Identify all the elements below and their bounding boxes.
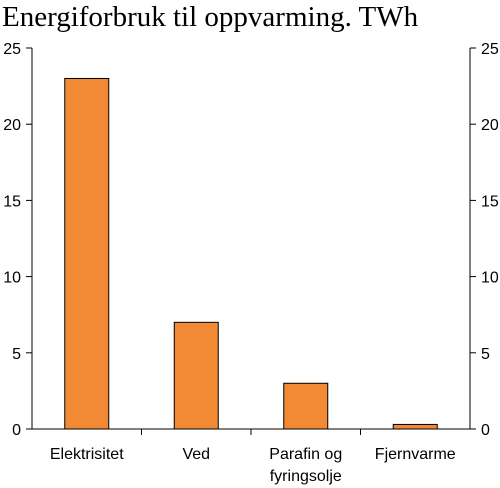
category-label: Elektrisitet bbox=[50, 446, 124, 463]
bar bbox=[283, 382, 329, 430]
bar bbox=[64, 77, 110, 430]
y-tick-label-right: 20 bbox=[481, 117, 499, 134]
y-tick-label-right: 0 bbox=[481, 422, 490, 439]
bar bbox=[392, 423, 438, 430]
right-axis-ticks: 0 5 10 15 20 25 bbox=[470, 41, 499, 439]
category-label: Fjernvarme bbox=[375, 446, 456, 463]
y-tick-label-left: 15 bbox=[3, 193, 21, 210]
category-labels: Elektrisitet Ved Parafin og fyringsolje Fjer… bbox=[50, 446, 456, 485]
y-tick-label-right: 5 bbox=[481, 346, 490, 363]
chart-title: Energiforbruk til oppvarming. TWh bbox=[2, 1, 419, 33]
category-label: Ved bbox=[182, 446, 210, 463]
y-tick-label-left: 10 bbox=[3, 270, 21, 287]
y-tick-label-left: 25 bbox=[3, 41, 21, 58]
y-tick-label-left: 0 bbox=[12, 422, 21, 439]
left-axis-ticks: 0 5 10 15 20 25 bbox=[3, 41, 32, 439]
y-tick-label-right: 10 bbox=[481, 270, 499, 287]
category-label: Parafin og bbox=[269, 446, 342, 463]
bars bbox=[64, 77, 438, 430]
y-tick-label-left: 20 bbox=[3, 117, 21, 134]
y-tick-label-right: 15 bbox=[481, 193, 499, 210]
bar bbox=[173, 321, 219, 430]
y-tick-label-right: 25 bbox=[481, 41, 499, 58]
y-tick-label-left: 5 bbox=[12, 346, 21, 363]
category-label: fyringsolje bbox=[270, 468, 342, 485]
